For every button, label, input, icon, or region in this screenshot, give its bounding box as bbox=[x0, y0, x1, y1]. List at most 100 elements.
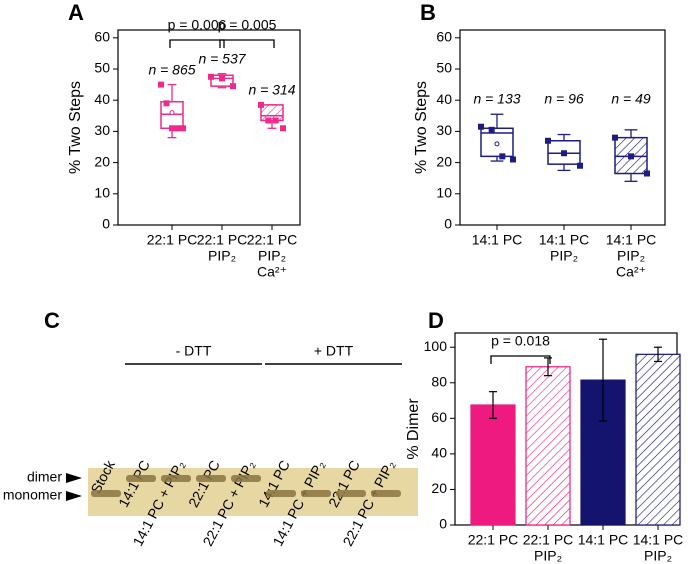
gel-band bbox=[301, 490, 331, 497]
y-tick-label: 0 bbox=[444, 216, 452, 232]
data-point bbox=[612, 134, 618, 141]
data-point bbox=[258, 101, 264, 108]
x-tick-label: 14:1 PC bbox=[633, 532, 684, 548]
data-point bbox=[174, 125, 181, 132]
data-point bbox=[265, 117, 272, 124]
y-tick-label: 60 bbox=[431, 409, 447, 425]
y-tick-label: 30 bbox=[94, 122, 110, 138]
mean bbox=[494, 141, 500, 147]
p-value: p = 0.006 bbox=[168, 17, 227, 33]
panel-label: A bbox=[68, 0, 84, 25]
data-point bbox=[488, 126, 495, 133]
y-tick-label: 40 bbox=[431, 445, 447, 461]
data-point bbox=[577, 162, 583, 169]
y-axis-label: % Dimer bbox=[405, 398, 422, 460]
y-tick-label: 10 bbox=[436, 185, 452, 201]
gel-band bbox=[231, 475, 261, 482]
y-tick-label: 0 bbox=[439, 516, 447, 532]
plot-frame bbox=[459, 29, 666, 226]
band-label: dimer bbox=[27, 469, 62, 485]
data-point bbox=[561, 150, 567, 157]
box bbox=[260, 104, 284, 122]
gel-band bbox=[371, 490, 401, 497]
p-value: p = 0.005 bbox=[218, 17, 277, 33]
gel-band bbox=[196, 475, 226, 482]
data-point bbox=[180, 125, 186, 132]
gel-band bbox=[336, 490, 366, 497]
x-tick-label: 22:1 PC bbox=[523, 532, 574, 548]
x-tick-label: PIP₂ bbox=[534, 548, 562, 564]
bar bbox=[470, 404, 516, 526]
y-tick-label: 20 bbox=[94, 153, 110, 169]
x-tick-label: 14:1 PC bbox=[606, 232, 657, 248]
data-point bbox=[163, 100, 170, 107]
p-value: p = 0.018 bbox=[491, 333, 550, 349]
mean bbox=[169, 110, 175, 116]
x-tick-label: 14:1 PC bbox=[472, 232, 523, 248]
n-label: n = 314 bbox=[248, 82, 295, 98]
y-tick-label: 60 bbox=[436, 29, 452, 45]
x-tick-label: PIP₂ bbox=[550, 248, 578, 264]
n-label: n = 865 bbox=[148, 61, 195, 77]
n-label: n = 133 bbox=[473, 91, 520, 107]
y-tick-label: 50 bbox=[94, 60, 110, 76]
band-arrow bbox=[66, 473, 82, 483]
significance-bracket bbox=[169, 39, 225, 48]
y-axis-label: % Two Steps bbox=[413, 81, 430, 174]
bar bbox=[525, 366, 571, 526]
panel-label: C bbox=[44, 308, 60, 333]
data-point bbox=[478, 123, 484, 130]
x-tick-label: PIP₂ bbox=[208, 248, 236, 264]
gel-band bbox=[266, 490, 296, 497]
bar bbox=[635, 353, 681, 526]
y-tick-label: 100 bbox=[424, 338, 448, 354]
significance-bracket bbox=[219, 39, 275, 48]
n-label: n = 537 bbox=[198, 50, 246, 66]
y-tick-label: 10 bbox=[94, 185, 110, 201]
y-tick-label: 60 bbox=[94, 29, 110, 45]
data-point bbox=[158, 81, 164, 88]
group-label: - DTT bbox=[176, 343, 212, 359]
data-point bbox=[644, 170, 650, 177]
data-point bbox=[280, 125, 286, 132]
y-tick-label: 40 bbox=[94, 91, 110, 107]
significance-bracket bbox=[490, 355, 551, 364]
data-point bbox=[169, 125, 175, 132]
gel-band bbox=[161, 475, 191, 482]
x-tick-label: PIP₂ bbox=[258, 248, 286, 264]
n-label: n = 49 bbox=[611, 91, 651, 107]
group-label: + DTT bbox=[314, 343, 354, 359]
data-point bbox=[272, 117, 279, 124]
panel-label: D bbox=[428, 308, 444, 333]
data-point bbox=[499, 153, 506, 160]
x-tick-label: 22:1 PC bbox=[197, 232, 248, 248]
x-tick-label: Ca²⁺ bbox=[616, 264, 646, 280]
y-tick-label: 20 bbox=[436, 153, 452, 169]
plot-frame bbox=[117, 29, 301, 226]
box bbox=[614, 136, 648, 175]
y-tick-label: 80 bbox=[431, 373, 447, 389]
y-tick-label: 20 bbox=[431, 480, 447, 496]
y-tick-label: 40 bbox=[436, 91, 452, 107]
x-tick-label: PIP₂ bbox=[644, 548, 672, 564]
band-arrow bbox=[66, 491, 82, 501]
x-tick-label: 22:1 PC bbox=[468, 532, 519, 548]
gel-band bbox=[126, 475, 156, 482]
x-tick-label: PIP₂ bbox=[617, 248, 645, 264]
band-label: monomer bbox=[3, 487, 62, 503]
y-tick-label: 30 bbox=[436, 122, 452, 138]
y-tick-label: 0 bbox=[102, 216, 110, 232]
y-axis-label: % Two Steps bbox=[67, 81, 84, 174]
data-point bbox=[510, 156, 516, 163]
data-point bbox=[208, 73, 214, 80]
x-tick-label: Ca²⁺ bbox=[257, 264, 287, 280]
y-tick-label: 50 bbox=[436, 60, 452, 76]
x-tick-label: 14:1 PC bbox=[578, 532, 629, 548]
panel-label: B bbox=[420, 0, 436, 25]
data-point bbox=[230, 83, 236, 90]
data-point bbox=[628, 153, 634, 160]
gel-band bbox=[91, 490, 121, 497]
x-tick-label: 14:1 PC bbox=[539, 232, 590, 248]
n-label: n = 96 bbox=[544, 91, 584, 107]
